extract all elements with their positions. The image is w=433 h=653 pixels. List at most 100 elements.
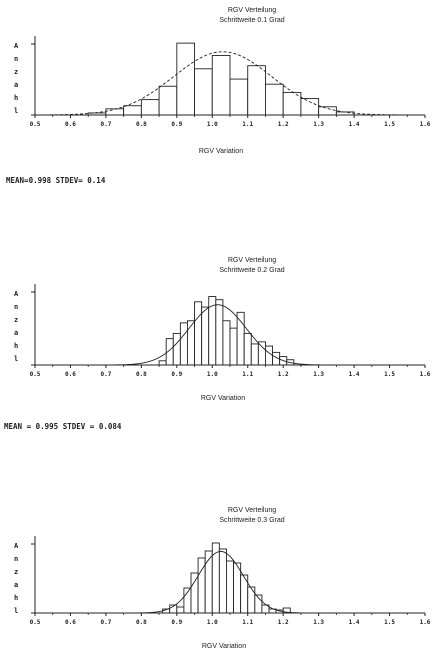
x-tick-label: 1.0 [207, 121, 218, 128]
x-tick-label: 1.5 [384, 371, 395, 378]
histogram-bar [257, 341, 266, 366]
histogram-bar [123, 105, 142, 116]
histogram-bar [247, 65, 266, 116]
x-tick-label: 0.6 [65, 619, 76, 626]
y-label-letter: z [14, 568, 18, 576]
x-tick-label: 1.1 [242, 371, 253, 378]
x-tick-label: 1.2 [278, 619, 289, 626]
x-tick-label: 0.9 [171, 619, 182, 626]
histogram-bar [158, 360, 167, 366]
chart-title: RGV Verteilung [228, 507, 276, 514]
x-tick-label: 1.3 [313, 121, 324, 128]
x-axis-label: RGV Variation [201, 395, 245, 402]
x-tick-label: 1.6 [420, 619, 431, 626]
y-label-letter: a [14, 329, 18, 337]
histogram-bar [250, 343, 259, 366]
x-tick-label: 1.5 [384, 619, 395, 626]
stats-text: MEAN=0.998 STDEV= 0.14 [6, 176, 106, 185]
x-tick-label: 0.8 [136, 619, 147, 626]
y-label-letter: l [14, 107, 18, 115]
x-axis-label: RGV Variation [202, 643, 246, 650]
x-tick-label: 0.9 [171, 121, 182, 128]
histogram-bar [179, 322, 188, 366]
x-tick-label: 1.4 [349, 371, 360, 378]
y-label-letter: z [14, 316, 18, 324]
x-tick-label: 0.6 [65, 121, 76, 128]
histogram-bar [211, 55, 231, 116]
histogram-bar [265, 345, 273, 366]
x-tick-label: 1.6 [420, 371, 431, 378]
histogram-bar [172, 332, 181, 366]
histogram-bar [218, 548, 227, 614]
x-tick-label: 1.5 [384, 121, 395, 128]
x-tick-label: 0.7 [100, 371, 111, 378]
x-ticks: 0.5 0.6 0.7 0.8 0.9 1.0 1.1 1.2 1.3 1.4 1.5 1.6 [30, 365, 431, 378]
histogram-bar [215, 299, 224, 366]
y-label-letter: a [14, 581, 18, 589]
x-tick-label: 0.5 [30, 371, 41, 378]
x-axis-label: RGV Variation [199, 148, 243, 155]
chart-panel-2: RGV Verteilung Schrittweite 0.2 Grad A n… [4, 257, 431, 431]
histogram-bar [201, 306, 210, 366]
bar-group [158, 296, 295, 366]
x-ticks: 0.5 0.6 0.7 0.8 0.9 1.0 1.1 1.2 1.3 1.4 1.5 1.6 [30, 613, 431, 626]
x-tick-label: 1.1 [242, 121, 253, 128]
y-axis-label: A n z a h l [14, 542, 19, 615]
histogram-bar [176, 606, 185, 614]
histogram-bar [186, 320, 195, 366]
y-label-letter: h [14, 594, 18, 602]
y-axis-label: A n z a h l [14, 42, 19, 115]
y-label-letter: h [14, 94, 18, 102]
x-tick-label: 1.0 [207, 371, 218, 378]
x-tick-label: 1.4 [349, 619, 360, 626]
chart-panel-3: RGV Verteilung Schrittweite 0.3 Grad A n… [14, 507, 431, 650]
histogram-bar [229, 78, 249, 116]
x-tick-label: 1.3 [313, 619, 324, 626]
y-label-letter: n [14, 555, 18, 563]
y-label-letter: l [14, 355, 18, 363]
chart-subtitle: Schrittweite 0.3 Grad [219, 517, 284, 524]
y-label-letter: a [14, 81, 18, 89]
y-label-letter: A [14, 542, 19, 550]
y-axis-label: A n z a h l [14, 290, 19, 363]
histogram-bar [176, 42, 196, 116]
histogram-bar [229, 327, 238, 366]
chart-panel-1: RGV Verteilung Schrittweite 0.1 Grad A n… [6, 7, 431, 185]
x-tick-label: 0.9 [171, 371, 182, 378]
stats-text: MEAN = 0.995 STDEV = 0.084 [4, 422, 122, 431]
histogram-bar [247, 586, 256, 614]
histogram-bar [190, 572, 199, 614]
x-tick-label: 0.7 [100, 619, 111, 626]
histogram-bar [140, 99, 160, 116]
y-label-letter: h [14, 342, 18, 350]
x-tick-label: 1.4 [349, 121, 360, 128]
y-label-letter: A [14, 42, 19, 50]
histogram-bar [222, 320, 231, 366]
histogram-bar [300, 98, 320, 116]
y-label-letter: l [14, 607, 18, 615]
x-tick-label: 1.6 [420, 121, 431, 128]
x-tick-label: 1.3 [313, 371, 324, 378]
y-label-letter: n [14, 303, 18, 311]
x-tick-label: 0.5 [30, 619, 41, 626]
x-tick-label: 1.0 [207, 619, 218, 626]
y-label-letter: n [14, 55, 18, 63]
histogram-bar [243, 332, 252, 366]
histogram-bar [318, 106, 337, 116]
x-tick-label: 0.6 [65, 371, 76, 378]
x-tick-label: 0.8 [136, 371, 147, 378]
histogram-bar [158, 85, 178, 116]
histogram-bar [194, 301, 203, 366]
histogram-bar [211, 542, 220, 614]
x-tick-label: 1.2 [278, 371, 289, 378]
x-tick-label: 1.1 [242, 619, 253, 626]
x-tick-label: 0.5 [30, 121, 41, 128]
chart-subtitle: Schrittweite 0.2 Grad [219, 267, 284, 274]
x-tick-label: 0.7 [100, 121, 111, 128]
x-ticks: 0.5 0.6 0.7 0.8 0.9 1.0 1.1 1.2 1.3 1.4 1.5 1.6 [30, 115, 431, 128]
chart-subtitle: Schrittweite 0.1 Grad [219, 17, 284, 24]
chart-title: RGV Verteilung [228, 257, 276, 264]
y-label-letter: A [14, 290, 19, 298]
histogram-bar [236, 311, 245, 366]
